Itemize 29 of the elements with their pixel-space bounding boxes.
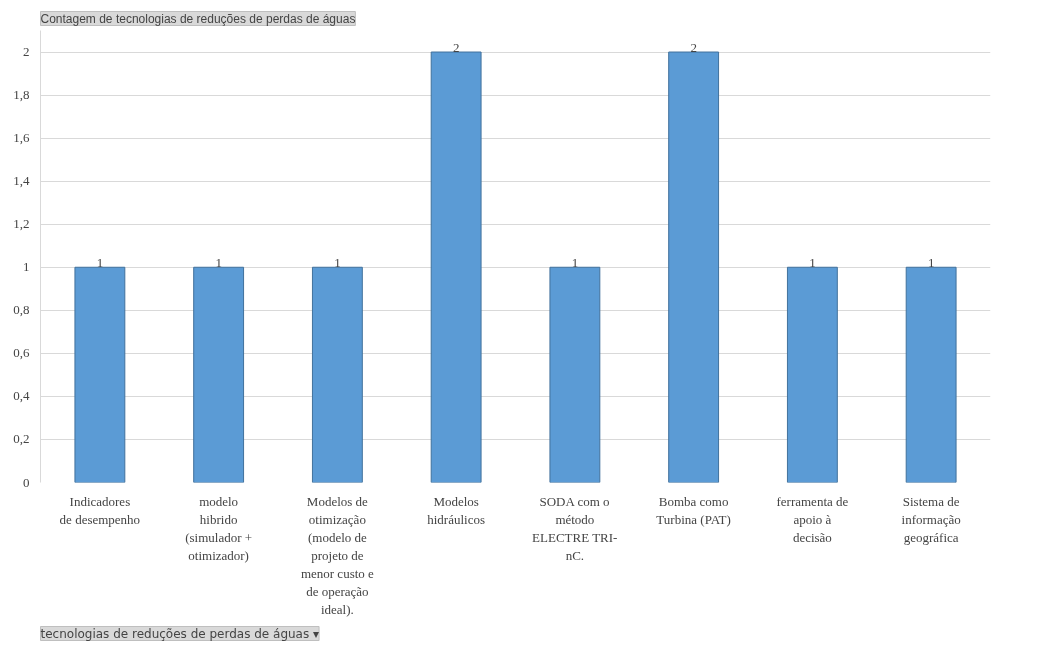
y-tick-label: 0,4 <box>13 388 30 404</box>
x-tick-label: ferramenta de apoio à decisão <box>776 493 849 545</box>
x-tick-label: Modelos hidráulicos <box>427 493 486 527</box>
data-label: 1 <box>334 255 341 271</box>
data-label: 1 <box>927 255 935 271</box>
x-tick-label: modelo hibrido (simulador + otimizador) <box>185 493 253 563</box>
data-label: 1 <box>215 255 222 271</box>
text: tecnologias de reduções de perdas de águas ▾ <box>40 626 320 641</box>
data-label: 1 <box>809 255 816 271</box>
y-tick-label: 2 <box>23 44 30 60</box>
data-label: 1 <box>571 255 579 271</box>
chart-title: Contagem de tecnologias de reduções de perdas de águas <box>40 11 356 26</box>
y-tick-label: 0,2 <box>13 431 30 447</box>
x-tick-label: Sistema de informação geográfica <box>901 493 961 545</box>
data-label: 2 <box>690 40 697 56</box>
data-label: 2 <box>452 40 460 56</box>
y-tick-label: 1 <box>23 259 30 275</box>
x-tick-label: Modelos de otimização (modelo de projeto de menor custo e de operação ideal). <box>300 493 375 617</box>
y-tick-label: 1,8 <box>13 87 30 103</box>
y-tick-label: 1,4 <box>13 173 30 189</box>
data-label: 1 <box>96 255 104 271</box>
y-tick-label: 0,6 <box>13 345 30 361</box>
y-tick-label: 1,2 <box>13 216 30 232</box>
y-tick-label: 0 <box>23 474 30 490</box>
x-tick-label: Indicadores de desempenho <box>59 493 141 527</box>
y-tick-label: 1,6 <box>13 130 30 146</box>
x-tick-label: SODA com o método ELECTRE TRI-nC. <box>532 493 618 563</box>
x-tick-label: Bomba como Turbina (PAT) <box>656 493 731 527</box>
y-tick-label: 0,8 <box>13 302 30 318</box>
